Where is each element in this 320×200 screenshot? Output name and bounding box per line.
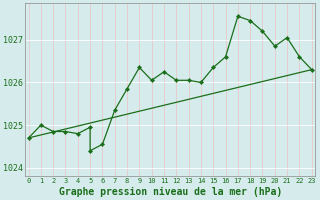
X-axis label: Graphe pression niveau de la mer (hPa): Graphe pression niveau de la mer (hPa) bbox=[59, 186, 282, 197]
